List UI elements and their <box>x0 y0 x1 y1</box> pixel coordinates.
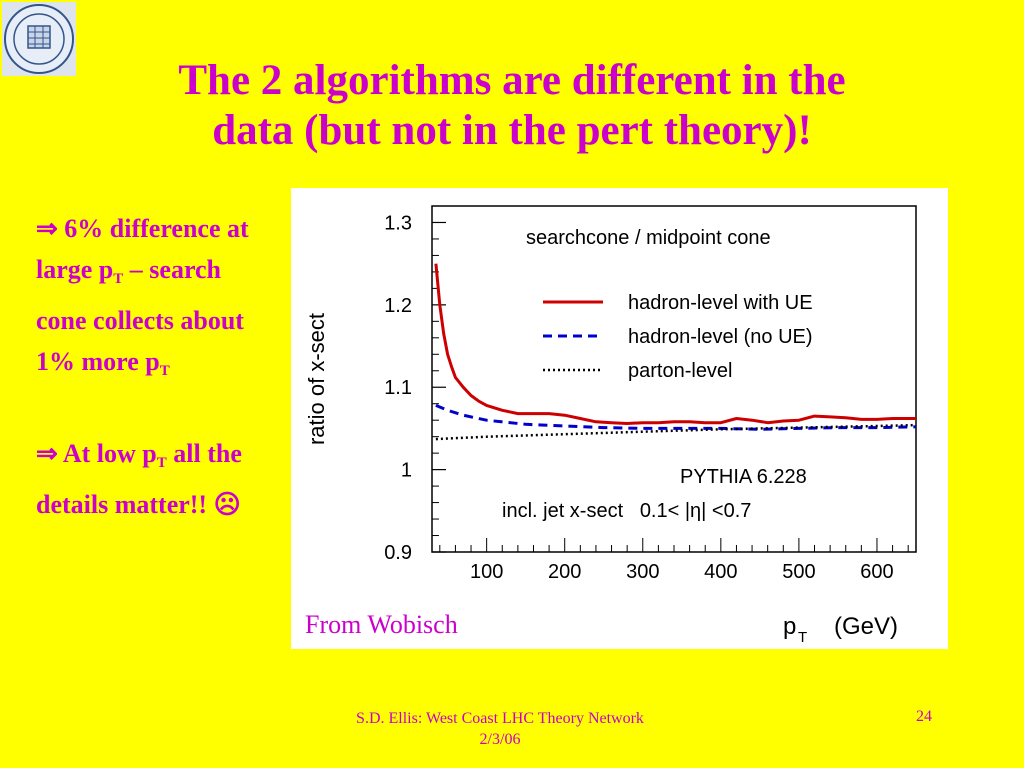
y-axis-ticks: 0.9 1 1.1 1.2 1.3 <box>384 212 446 564</box>
page-number: 24 <box>916 708 932 725</box>
footer: S.D. Ellis: West Coast LHC Theory Networ… <box>300 708 700 750</box>
x-axis-label: p T (GeV) <box>783 613 898 646</box>
bullet-2-text-b: all the details matter!! <box>36 439 242 519</box>
footer-date: 2/3/06 <box>479 731 521 748</box>
series-layer <box>434 263 917 441</box>
bullet-2-text-a: At low p <box>57 439 157 468</box>
y-tick-label: 1.2 <box>384 295 412 317</box>
legend: hadron-level with UE hadron-level (no UE)… <box>543 292 813 382</box>
series-line <box>435 404 917 431</box>
y-tick-label: 0.9 <box>384 542 412 564</box>
x-axis-label-unit: (GeV) <box>834 613 898 640</box>
y-tick-label: 1.1 <box>384 377 412 399</box>
x-tick-label: 300 <box>626 561 659 583</box>
legend-label: parton-level <box>628 360 733 382</box>
bullet-1-subscript: T <box>113 271 124 287</box>
bullet-1-subscript-2: T <box>159 363 170 379</box>
slide-title: The 2 algorithms are different in the da… <box>80 56 944 156</box>
footer-author: S.D. Ellis: West Coast LHC Theory Networ… <box>356 710 644 727</box>
implies-arrow-icon: ⇒ <box>36 439 58 468</box>
x-tick-label: 400 <box>704 561 737 583</box>
university-seal-logo <box>2 2 76 76</box>
ratio-chart: searchcone / midpoint cone ratio of x-se… <box>304 205 917 646</box>
seal-icon <box>4 4 74 74</box>
series-line <box>434 263 916 425</box>
implies-arrow-icon: ⇒ <box>36 214 58 243</box>
title-line-2: data (but not in the pert theory)! <box>212 107 812 154</box>
series-line <box>435 423 917 441</box>
bullet-1: ⇒ 6% difference at large pT – search con… <box>36 208 276 392</box>
legend-label: hadron-level (no UE) <box>628 326 813 348</box>
bullet-2-subscript: T <box>156 455 167 471</box>
source-note: From Wobisch <box>305 610 458 639</box>
bullet-1-text-a: 6% difference at large p <box>36 214 249 284</box>
xsect-annotation: incl. jet x-sect 0.1< |η| <0.7 <box>502 500 751 522</box>
y-axis-label: ratio of x-sect <box>304 313 329 445</box>
pythia-annotation: PYTHIA 6.228 <box>680 466 807 488</box>
bullet-list: ⇒ 6% difference at large pT – search con… <box>36 208 276 525</box>
legend-label: hadron-level with UE <box>628 292 813 314</box>
chart-panel: searchcone / midpoint cone ratio of x-se… <box>291 188 948 649</box>
y-tick-label: 1 <box>401 460 412 482</box>
sad-face-icon: ☹ <box>213 490 241 519</box>
x-axis-ticks: 100 200 300 400 500 600 <box>439 538 909 583</box>
x-tick-label: 200 <box>548 561 581 583</box>
x-axis-label-main: p <box>783 613 796 640</box>
x-tick-label: 500 <box>782 561 815 583</box>
x-tick-label: 600 <box>860 561 893 583</box>
bullet-1-text-b: – search cone collects about 1% more p <box>36 255 244 376</box>
chart-title: searchcone / midpoint cone <box>526 227 771 249</box>
x-axis-label-sub: T <box>798 629 807 646</box>
title-line-1: The 2 algorithms are different in the <box>178 57 846 104</box>
bullet-2: ⇒ At low pT all the details matter!! ☹ <box>36 433 276 525</box>
y-tick-label: 1.3 <box>384 212 412 234</box>
x-tick-label: 100 <box>470 561 503 583</box>
